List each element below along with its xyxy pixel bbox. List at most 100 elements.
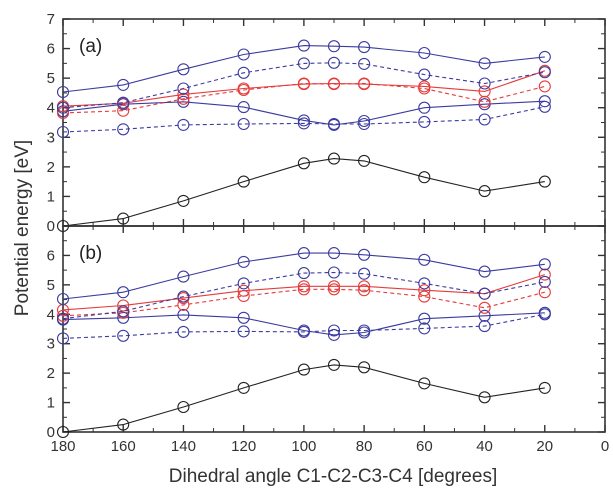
data-point bbox=[117, 96, 130, 109]
data-point bbox=[297, 363, 310, 376]
panel-b: 0 1 2 3 4 5 6 180 160 140 120 100 80 60 40 20 0 (b) bbox=[47, 225, 609, 455]
data-point bbox=[117, 305, 130, 318]
data-point bbox=[237, 255, 250, 268]
data-point bbox=[418, 277, 431, 290]
series-line-5 bbox=[62, 70, 545, 107]
x-tick-label: 40 bbox=[476, 438, 493, 455]
data-point bbox=[237, 277, 250, 290]
data-point bbox=[538, 381, 551, 394]
data-point bbox=[237, 66, 250, 79]
data-point bbox=[358, 114, 371, 128]
data-point bbox=[56, 125, 70, 139]
data-point bbox=[418, 101, 431, 114]
data-point bbox=[358, 117, 371, 131]
data-point bbox=[177, 82, 190, 95]
y-tick-label: 5 bbox=[47, 277, 55, 294]
data-point bbox=[418, 171, 431, 184]
data-point bbox=[297, 57, 310, 70]
data-point bbox=[327, 324, 341, 337]
data-point bbox=[177, 308, 190, 321]
data-point bbox=[177, 298, 190, 311]
data-point bbox=[538, 50, 551, 63]
data-point bbox=[478, 113, 491, 126]
y-tick-label: 7 bbox=[47, 11, 55, 28]
data-point bbox=[177, 194, 190, 207]
x-tick-label: 180 bbox=[50, 438, 75, 455]
panel-label: (a) bbox=[79, 36, 102, 57]
y-tick-label: 4 bbox=[47, 100, 55, 117]
series-line-4 bbox=[62, 288, 545, 317]
data-point bbox=[478, 301, 491, 314]
data-point bbox=[418, 68, 431, 81]
data-point bbox=[327, 266, 341, 279]
y-tick-label: 3 bbox=[47, 336, 55, 353]
data-point bbox=[56, 292, 70, 306]
x-tick-label: 60 bbox=[416, 438, 433, 455]
data-point bbox=[418, 377, 431, 390]
data-point bbox=[478, 391, 491, 404]
y-tick-label: 4 bbox=[47, 306, 55, 323]
data-point bbox=[177, 118, 190, 131]
data-point bbox=[418, 115, 431, 128]
data-point bbox=[538, 258, 551, 271]
data-point bbox=[297, 267, 310, 280]
data-point bbox=[56, 312, 70, 325]
y-tick-label: 5 bbox=[47, 70, 55, 87]
data-point bbox=[538, 268, 551, 281]
x-tick-label: 80 bbox=[356, 438, 373, 455]
data-point bbox=[538, 175, 551, 188]
data-point bbox=[177, 270, 190, 283]
data-point bbox=[418, 253, 431, 266]
y-tick-label: 6 bbox=[47, 247, 55, 264]
data-point bbox=[297, 280, 310, 293]
data-point bbox=[478, 95, 491, 108]
y-tick-label: 0 bbox=[47, 218, 55, 235]
data-point bbox=[327, 283, 341, 296]
data-point bbox=[538, 95, 551, 108]
data-point bbox=[358, 267, 371, 280]
data-point bbox=[358, 78, 371, 91]
data-point bbox=[538, 306, 551, 319]
series-line-1 bbox=[62, 158, 545, 227]
data-point bbox=[327, 40, 341, 53]
y-axis-label: Potential energy [eV] bbox=[12, 140, 33, 316]
data-point bbox=[478, 320, 491, 333]
data-point bbox=[177, 92, 190, 105]
data-point bbox=[297, 117, 310, 130]
series-line-6 bbox=[62, 271, 545, 320]
data-point bbox=[117, 123, 130, 136]
data-point bbox=[56, 85, 70, 99]
data-point bbox=[297, 324, 310, 337]
data-point bbox=[358, 280, 371, 293]
data-point bbox=[237, 48, 250, 61]
data-point bbox=[177, 400, 190, 414]
data-point bbox=[418, 284, 431, 297]
data-point bbox=[327, 56, 341, 69]
data-point bbox=[358, 361, 371, 374]
data-point bbox=[478, 309, 491, 322]
data-point bbox=[237, 284, 250, 297]
y-tick-label: 6 bbox=[47, 41, 55, 58]
data-point bbox=[418, 312, 431, 325]
y-tick-label: 1 bbox=[47, 188, 55, 205]
data-point bbox=[237, 175, 250, 188]
data-point bbox=[117, 329, 130, 342]
x-tick-label: 20 bbox=[536, 438, 553, 455]
series-line-5 bbox=[62, 274, 545, 311]
data-point bbox=[237, 325, 250, 338]
data-point bbox=[327, 77, 341, 90]
data-point bbox=[297, 247, 310, 260]
data-point bbox=[237, 381, 250, 394]
data-point bbox=[478, 265, 491, 278]
data-point bbox=[56, 332, 70, 345]
data-point bbox=[418, 46, 431, 60]
data-point bbox=[237, 101, 250, 114]
data-point bbox=[56, 425, 70, 439]
data-point bbox=[538, 275, 551, 288]
data-point bbox=[538, 80, 551, 93]
y-tick-label: 2 bbox=[47, 365, 55, 382]
data-point bbox=[327, 118, 341, 131]
data-point bbox=[327, 280, 341, 293]
